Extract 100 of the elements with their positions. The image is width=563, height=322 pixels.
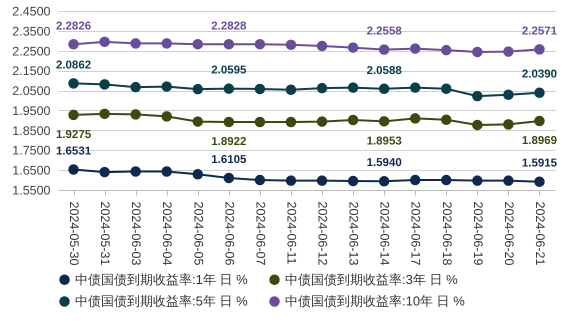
point xyxy=(130,38,141,49)
data-label: 2.0588 xyxy=(366,64,402,77)
point xyxy=(378,84,390,94)
point xyxy=(224,83,234,94)
point xyxy=(254,84,266,94)
point xyxy=(503,119,514,130)
y-tick-label: 1.8500 xyxy=(12,124,51,138)
point xyxy=(410,82,420,93)
x-tick-label: 2024-06-17 xyxy=(408,202,423,266)
point xyxy=(348,42,358,53)
point xyxy=(441,84,452,94)
data-label: 1.5915 xyxy=(522,158,558,170)
data-label: 1.9275 xyxy=(56,128,92,141)
data-label: 2.2828 xyxy=(211,20,248,32)
point xyxy=(503,90,514,100)
point xyxy=(68,164,79,175)
point xyxy=(99,36,110,48)
y-tick-label: 1.6500 xyxy=(12,164,51,178)
point xyxy=(534,88,545,98)
y-tick-label: 2.3500 xyxy=(12,24,51,38)
point xyxy=(192,84,204,94)
point xyxy=(441,44,452,56)
y-tick-label: 2.1500 xyxy=(12,64,51,78)
point xyxy=(161,38,172,49)
x-tick-label: 2024-05-30 xyxy=(67,202,82,266)
point xyxy=(192,169,204,180)
x-tick-label: 2024-06-04 xyxy=(160,202,174,266)
point xyxy=(348,114,358,126)
x-tick-label: 2024-06-21 xyxy=(532,202,547,266)
point xyxy=(99,79,110,90)
data-label: 1.6531 xyxy=(56,145,92,158)
point xyxy=(316,116,328,127)
y-tick-label: 1.9500 xyxy=(12,104,51,118)
x-tick-label: 2024-06-14 xyxy=(378,202,392,266)
x-tick-label: 2024-06-11 xyxy=(284,202,298,265)
point xyxy=(192,116,204,127)
point xyxy=(378,44,390,55)
y-tick-label: 2.0500 xyxy=(12,84,51,98)
point xyxy=(161,166,172,177)
x-tick-label: 2024-06-06 xyxy=(222,202,236,266)
point xyxy=(410,174,420,186)
data-label: 1.8969 xyxy=(522,135,558,148)
point xyxy=(316,175,328,186)
point xyxy=(378,116,390,127)
data-label: 1.5940 xyxy=(366,157,402,170)
point xyxy=(130,82,141,92)
point xyxy=(534,176,545,187)
legend-label: 中债国债到期收益率:5年 日 % xyxy=(75,294,248,308)
point xyxy=(99,108,110,120)
legend-label: 中债国债到期收益率:3年 日 % xyxy=(285,272,458,287)
x-tick-label: 2024-06-12 xyxy=(316,202,330,266)
point xyxy=(254,116,266,128)
point xyxy=(286,175,296,186)
x-tick-label: 2024-06-13 xyxy=(346,202,361,266)
point xyxy=(254,38,266,50)
point xyxy=(503,175,514,186)
point xyxy=(316,82,328,94)
data-label: 2.2826 xyxy=(56,20,92,32)
data-label: 2.2558 xyxy=(366,26,402,38)
point xyxy=(348,176,358,186)
point xyxy=(472,90,483,102)
point xyxy=(192,38,204,50)
data-label: 1.6105 xyxy=(211,154,248,166)
point xyxy=(472,120,483,130)
y-tick-label: 1.5500 xyxy=(12,184,51,198)
point xyxy=(410,43,420,54)
data-label: 1.8922 xyxy=(211,136,246,148)
point xyxy=(68,78,79,89)
point xyxy=(286,40,296,50)
point xyxy=(316,40,328,52)
point xyxy=(503,46,514,57)
y-tick-label: 2.2500 xyxy=(12,44,51,58)
point xyxy=(224,39,234,50)
data-label: 1.8953 xyxy=(366,135,402,148)
y-tick-label: 1.7500 xyxy=(12,144,51,158)
legend-label: 中债国债到期收益率:10年 日 % xyxy=(285,294,466,308)
point xyxy=(161,111,172,122)
data-label: 2.0390 xyxy=(522,68,558,81)
x-tick-label: 2024-06-05 xyxy=(191,202,206,266)
point xyxy=(441,174,452,186)
point xyxy=(410,113,420,124)
legend-label: 中债国债到期收益率:1年 日 % xyxy=(75,272,248,287)
data-label: 2.0595 xyxy=(211,64,248,77)
point xyxy=(472,175,483,186)
point xyxy=(68,110,79,120)
point xyxy=(472,46,483,58)
point xyxy=(130,166,141,177)
x-tick-label: 2024-06-03 xyxy=(129,202,144,266)
point xyxy=(68,39,79,50)
y-tick-label: 2.4500 xyxy=(12,4,51,18)
point xyxy=(534,44,545,55)
point xyxy=(254,174,266,186)
point xyxy=(224,116,234,128)
point xyxy=(378,176,390,186)
point xyxy=(441,114,452,126)
point xyxy=(161,81,172,92)
x-tick-label: 2024-06-19 xyxy=(470,202,485,266)
point xyxy=(224,172,234,184)
point xyxy=(130,109,141,120)
x-tick-label: 2024-06-18 xyxy=(440,202,454,266)
